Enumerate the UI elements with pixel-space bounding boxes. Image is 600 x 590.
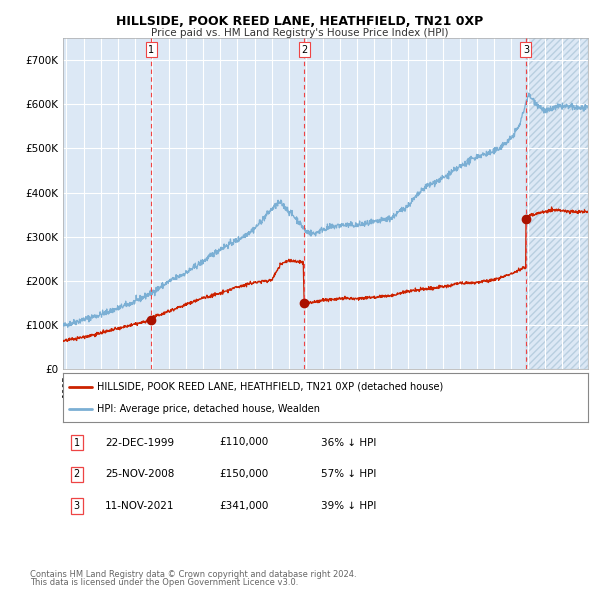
Bar xyxy=(526,38,588,369)
Bar xyxy=(526,38,588,369)
Text: This data is licensed under the Open Government Licence v3.0.: This data is licensed under the Open Gov… xyxy=(30,578,298,587)
Text: 2: 2 xyxy=(74,470,80,479)
Text: 22-DEC-1999: 22-DEC-1999 xyxy=(105,438,174,447)
Text: 3: 3 xyxy=(74,502,80,511)
Text: £341,000: £341,000 xyxy=(219,502,268,511)
Text: HILLSIDE, POOK REED LANE, HEATHFIELD, TN21 0XP: HILLSIDE, POOK REED LANE, HEATHFIELD, TN… xyxy=(116,15,484,28)
Text: 39% ↓ HPI: 39% ↓ HPI xyxy=(321,502,376,511)
Text: HPI: Average price, detached house, Wealden: HPI: Average price, detached house, Weal… xyxy=(97,404,320,414)
Text: 11-NOV-2021: 11-NOV-2021 xyxy=(105,502,175,511)
Text: 1: 1 xyxy=(148,45,154,55)
Text: £110,000: £110,000 xyxy=(219,438,268,447)
Text: HILLSIDE, POOK REED LANE, HEATHFIELD, TN21 0XP (detached house): HILLSIDE, POOK REED LANE, HEATHFIELD, TN… xyxy=(97,382,443,392)
Text: 36% ↓ HPI: 36% ↓ HPI xyxy=(321,438,376,447)
Text: Price paid vs. HM Land Registry's House Price Index (HPI): Price paid vs. HM Land Registry's House … xyxy=(151,28,449,38)
Text: 2: 2 xyxy=(301,45,307,55)
Text: 1: 1 xyxy=(74,438,80,447)
Text: 25-NOV-2008: 25-NOV-2008 xyxy=(105,470,175,479)
Text: Contains HM Land Registry data © Crown copyright and database right 2024.: Contains HM Land Registry data © Crown c… xyxy=(30,570,356,579)
Text: 3: 3 xyxy=(523,45,529,55)
Text: 57% ↓ HPI: 57% ↓ HPI xyxy=(321,470,376,479)
Text: £150,000: £150,000 xyxy=(219,470,268,479)
